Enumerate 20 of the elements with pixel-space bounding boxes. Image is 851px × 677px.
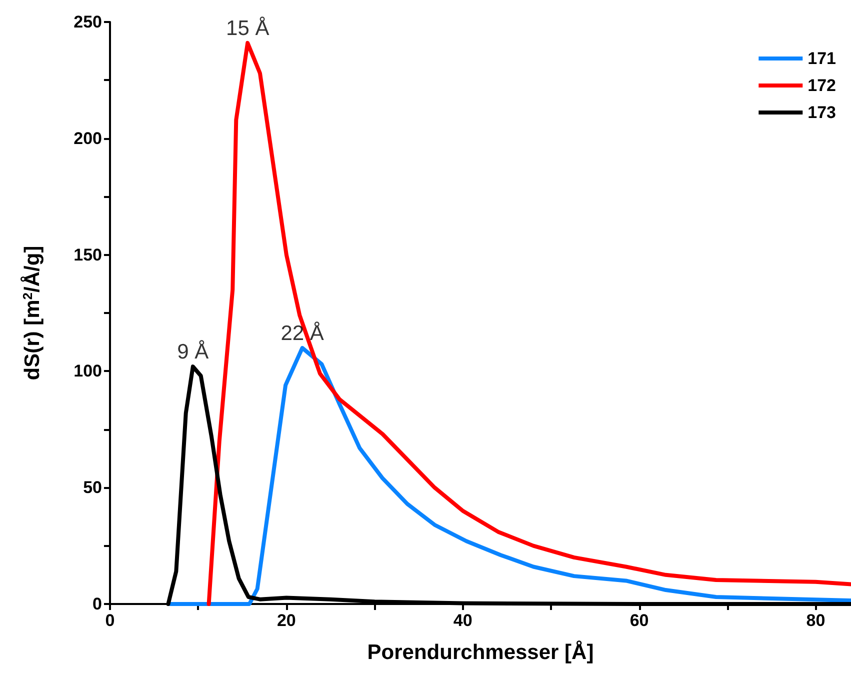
legend-label: 172: [808, 76, 836, 95]
legend-label: 173: [808, 103, 836, 122]
y-tick-label: 200: [74, 128, 102, 148]
annotation: 9 Å: [177, 340, 209, 364]
y-tick-label: 250: [74, 12, 102, 32]
x-tick-label: 20: [276, 611, 296, 630]
y-tick-label: 150: [74, 245, 102, 264]
y-tick-label: 50: [83, 478, 102, 498]
line-series: [206, 40, 851, 606]
x-tick-label: 40: [453, 611, 472, 630]
annotation: 15 Å: [226, 16, 270, 40]
y-tick-label: 100: [74, 362, 102, 381]
annotation: 22 Å: [280, 320, 324, 345]
y-tick-label: 0: [92, 594, 102, 614]
legend-label: 171: [808, 49, 836, 68]
y-axis-title: dS(r) [m2/Å/g]: [20, 246, 44, 380]
x-tick-label: 80: [806, 611, 826, 630]
x-tick-label: 60: [630, 611, 649, 630]
x-axis-title: Porendurchmesser [Å]: [367, 640, 594, 664]
x-tick-label: 0: [105, 611, 115, 630]
